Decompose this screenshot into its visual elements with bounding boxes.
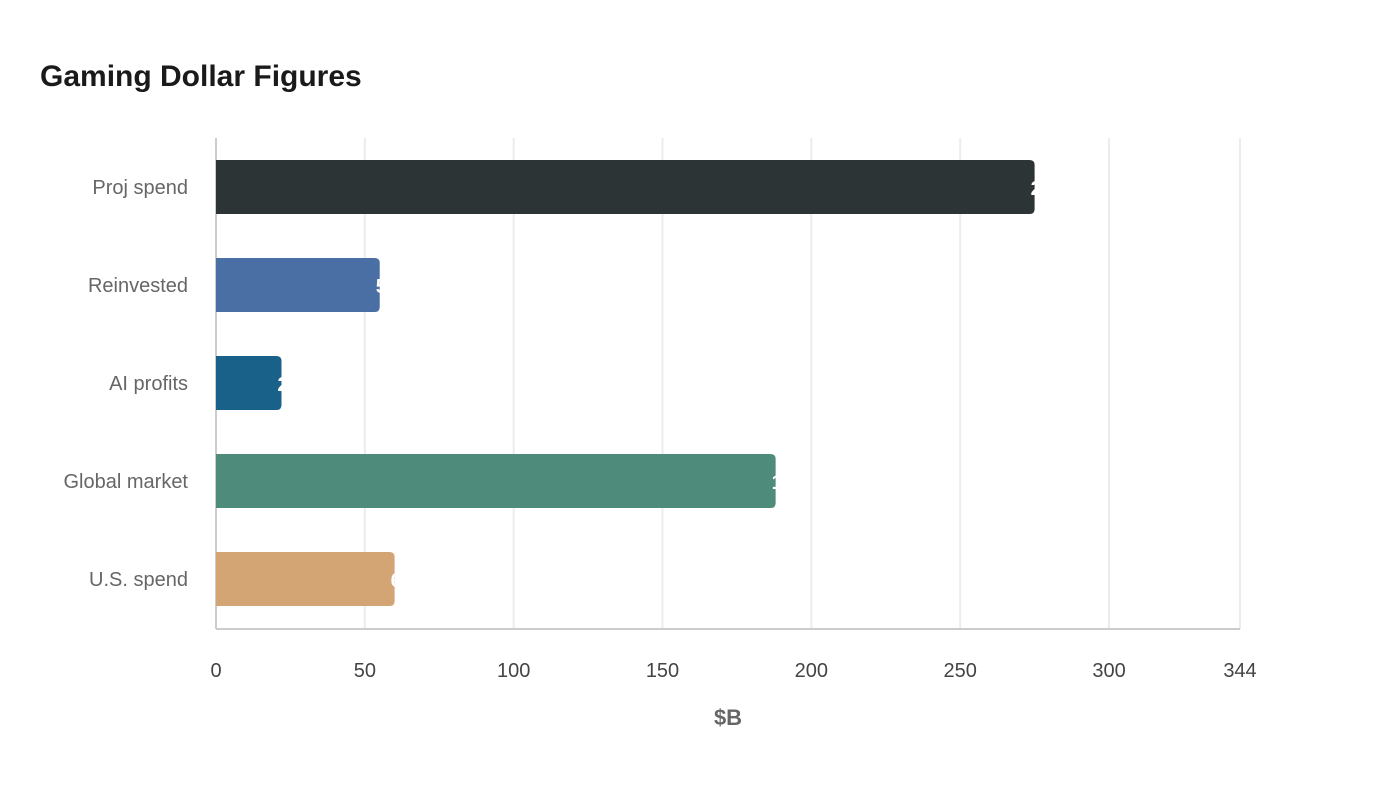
x-tick-label: 344 — [1223, 660, 1256, 682]
bar-global-market — [216, 454, 776, 508]
x-tick-label: 100 — [497, 660, 530, 682]
x-tick-label: 300 — [1092, 660, 1125, 682]
x-tick-label: 150 — [646, 660, 679, 682]
chart-title: Gaming Dollar Figures — [40, 60, 362, 93]
x-tick-label: 200 — [795, 660, 828, 682]
y-category-label: U.S. spend — [89, 569, 188, 591]
bar-value-label: 275 — [1031, 178, 1064, 200]
bar-value-label: 55 — [376, 276, 398, 298]
y-category-label: Reinvested — [88, 275, 188, 297]
x-tick-label: 250 — [943, 660, 976, 682]
bar-value-label: 188 — [772, 472, 805, 494]
bar-value-label: 22 — [277, 374, 299, 396]
y-category-label: Global market — [64, 471, 189, 493]
bar-proj-spend — [216, 160, 1035, 214]
x-tick-label: 50 — [354, 660, 376, 682]
x-tick-label: 0 — [210, 660, 221, 682]
y-category-label: Proj spend — [92, 177, 188, 199]
bar-ai-profits — [216, 356, 282, 410]
x-axis-title: $B — [714, 705, 742, 730]
bar-u-s-spend — [216, 552, 395, 606]
y-category-label: AI profits — [109, 373, 188, 395]
bar-reinvested — [216, 258, 380, 312]
bar-value-label: 60 — [391, 570, 413, 592]
